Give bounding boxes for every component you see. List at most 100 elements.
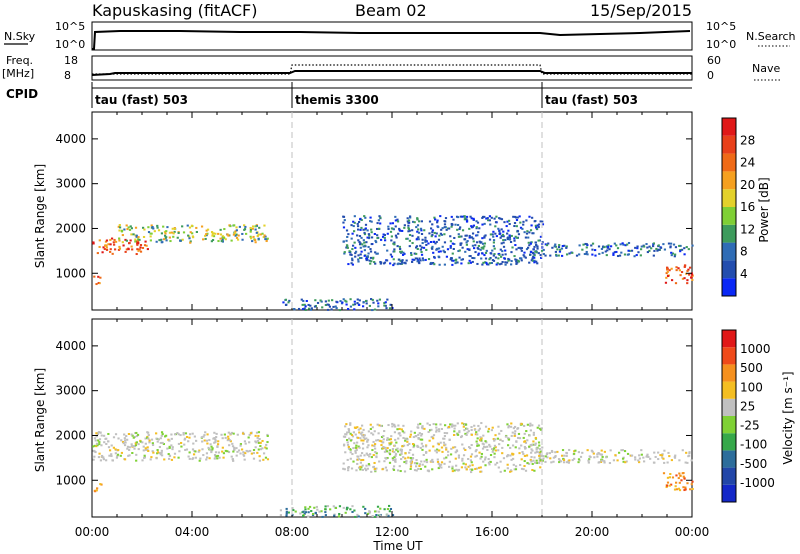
data-cell [403, 252, 406, 255]
data-cell [408, 215, 412, 218]
data-cell [557, 254, 560, 257]
data-cell [452, 259, 455, 262]
data-cell [346, 246, 349, 249]
data-cell [364, 467, 367, 470]
data-cell [195, 226, 198, 229]
data-cell [343, 251, 346, 254]
data-cell [427, 470, 431, 473]
data-cell [439, 232, 443, 235]
data-cell [212, 232, 215, 235]
data-cell [105, 443, 108, 446]
data-cell [387, 424, 390, 427]
data-cell [480, 257, 483, 260]
data-cell [93, 455, 96, 458]
data-cell [437, 238, 441, 241]
data-cell [587, 461, 590, 464]
data-cell [525, 454, 529, 457]
data-cell [541, 220, 544, 223]
data-cell [345, 229, 349, 232]
data-cell [135, 441, 139, 444]
data-cell [485, 263, 489, 266]
data-cell [343, 252, 346, 255]
data-cell [378, 215, 381, 218]
data-cell [390, 441, 393, 444]
data-cell [137, 238, 140, 241]
data-cell [205, 229, 208, 232]
data-cell [377, 305, 380, 308]
data-cell [476, 444, 479, 447]
data-cell [475, 454, 478, 457]
data-cell [194, 450, 197, 453]
data-cell [413, 221, 416, 224]
x-tick-label: 16:00 [475, 525, 510, 539]
data-cell [195, 439, 198, 442]
data-cell [419, 227, 423, 230]
data-cell [354, 446, 357, 449]
data-cell [95, 432, 98, 435]
data-cell [534, 443, 537, 446]
data-cell [362, 228, 365, 231]
data-cell [459, 215, 462, 218]
data-cell [481, 215, 485, 218]
data-cell [385, 259, 389, 262]
data-cell [666, 270, 669, 273]
data-cell [686, 482, 689, 485]
data-cell [688, 452, 691, 455]
data-cell [513, 425, 517, 428]
data-cell [560, 247, 564, 250]
data-cell [210, 231, 214, 234]
data-cell [527, 241, 530, 244]
data-cell [459, 235, 462, 238]
data-cell [388, 453, 392, 456]
data-cell [102, 246, 105, 249]
data-cell [254, 239, 257, 242]
data-cell [656, 249, 659, 252]
data-cell [359, 427, 362, 430]
data-cell [343, 219, 346, 222]
colorbar-swatch [722, 416, 736, 434]
data-cell [354, 252, 357, 255]
data-cell [449, 235, 452, 238]
data-cell [471, 464, 474, 467]
data-cell [428, 232, 431, 235]
data-cell [537, 424, 541, 427]
data-cell [468, 227, 471, 230]
data-cell [134, 444, 138, 447]
data-cell [431, 245, 434, 248]
data-cell [329, 508, 332, 511]
data-cell [235, 454, 238, 457]
data-cell [375, 456, 378, 459]
data-cell [613, 242, 616, 245]
data-cell [530, 455, 533, 458]
freq-tick-low: 8 [64, 69, 71, 82]
data-cell [499, 236, 502, 239]
data-cell [399, 449, 402, 452]
data-cell [227, 451, 231, 454]
data-cell [461, 258, 465, 261]
data-cell [594, 254, 597, 257]
data-cell [525, 232, 529, 235]
data-cell [396, 469, 400, 472]
data-cell [514, 215, 517, 218]
data-cell [349, 298, 352, 301]
cpid-label: CPID [6, 87, 38, 101]
colorbar-tick-label: 28 [740, 133, 755, 147]
data-cell [409, 435, 412, 438]
data-cell [353, 300, 356, 303]
data-cell [259, 233, 262, 236]
data-cell [349, 508, 352, 511]
data-cell [349, 305, 353, 308]
data-cell [414, 257, 417, 260]
data-cell [424, 465, 427, 468]
data-cell [264, 446, 267, 449]
data-cell [461, 229, 465, 232]
data-cell [668, 455, 671, 458]
data-cell [400, 250, 403, 253]
data-cell [375, 439, 378, 442]
data-cell [115, 456, 119, 459]
data-cell [392, 423, 396, 426]
data-cell [370, 470, 373, 473]
data-cell [481, 447, 485, 450]
data-cell [383, 243, 386, 246]
data-cell [448, 460, 451, 463]
